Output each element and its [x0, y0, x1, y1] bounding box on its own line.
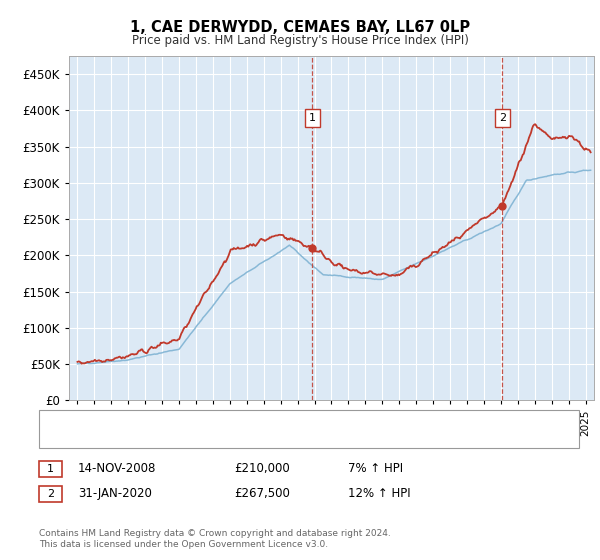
Text: 7% ↑ HPI: 7% ↑ HPI — [348, 462, 403, 475]
Text: 14-NOV-2008: 14-NOV-2008 — [78, 462, 157, 475]
Text: 2: 2 — [47, 489, 54, 499]
Text: 1, CAE DERWYDD, CEMAES BAY, LL67 0LP (detached house): 1, CAE DERWYDD, CEMAES BAY, LL67 0LP (de… — [85, 416, 413, 426]
Text: 2: 2 — [499, 113, 506, 123]
Text: £267,500: £267,500 — [234, 487, 290, 501]
Text: 1: 1 — [47, 464, 54, 474]
Text: Price paid vs. HM Land Registry's House Price Index (HPI): Price paid vs. HM Land Registry's House … — [131, 34, 469, 46]
Text: HPI: Average price, detached house, Isle of Anglesey: HPI: Average price, detached house, Isle… — [85, 433, 373, 444]
Text: 31-JAN-2020: 31-JAN-2020 — [78, 487, 152, 501]
Text: 12% ↑ HPI: 12% ↑ HPI — [348, 487, 410, 501]
Text: 1: 1 — [309, 113, 316, 123]
Text: 1, CAE DERWYDD, CEMAES BAY, LL67 0LP: 1, CAE DERWYDD, CEMAES BAY, LL67 0LP — [130, 20, 470, 35]
Text: £210,000: £210,000 — [234, 462, 290, 475]
Text: Contains HM Land Registry data © Crown copyright and database right 2024.
This d: Contains HM Land Registry data © Crown c… — [39, 529, 391, 549]
